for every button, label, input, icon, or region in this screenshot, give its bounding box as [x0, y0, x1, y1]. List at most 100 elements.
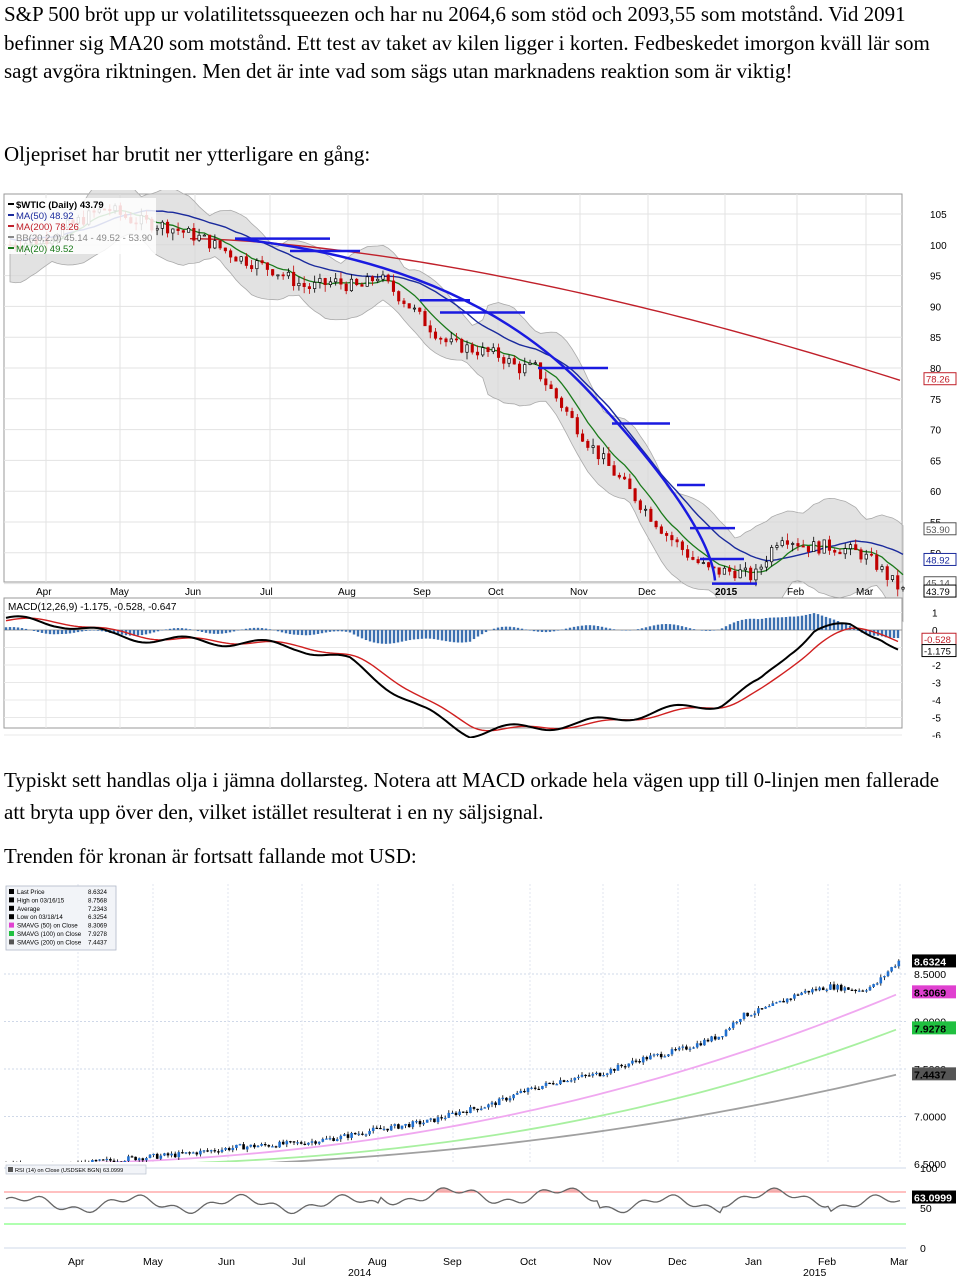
macd-histogram-bar: [593, 625, 595, 630]
oil-candle: [834, 550, 836, 552]
paragraph-sek-intro: Trenden för kronan är fortsatt fallande …: [4, 842, 954, 871]
macd-histogram-bar: [269, 629, 271, 630]
macd-histogram-bar: [289, 630, 291, 634]
sek-candle: [714, 1036, 717, 1039]
sek-legend-label: Average: [17, 906, 40, 913]
oil-month-label: Nov: [570, 587, 588, 598]
sek-candle: [548, 1083, 551, 1084]
sek-candle: [257, 1146, 260, 1147]
rsi-value-tag-label: 63.0999: [914, 1193, 952, 1205]
sek-candle: [476, 1109, 479, 1110]
macd-value-tag-label: -1.175: [924, 647, 951, 658]
sek-legend-label: Low on 03/18/14: [17, 914, 63, 921]
oil-candle: [487, 348, 489, 352]
sek-candle: [725, 1030, 728, 1036]
sek-candle: [811, 989, 814, 992]
sek-candle: [642, 1057, 645, 1062]
macd-histogram-bar: [793, 617, 795, 630]
oil-candle: [518, 364, 520, 373]
sek-candle: [322, 1139, 325, 1142]
macd-histogram-bar: [789, 617, 791, 630]
oil-candle: [203, 235, 205, 236]
macd-histogram-bar: [13, 627, 15, 630]
sek-legend-label: SMAVG (200) on Close: [17, 939, 82, 946]
macd-histogram-bar: [281, 630, 283, 632]
sek-candle: [221, 1150, 224, 1152]
sek-candle: [890, 967, 893, 971]
sek-candle: [167, 1153, 170, 1155]
sek-candle: [307, 1143, 310, 1145]
sek-candle: [588, 1075, 591, 1076]
oil-candle: [776, 546, 778, 548]
sek-candle: [192, 1152, 195, 1153]
sek-candle: [689, 1049, 692, 1050]
macd-histogram-bar: [81, 630, 83, 631]
sek-candle: [376, 1128, 379, 1129]
macd-histogram-bar: [253, 628, 255, 630]
macd-histogram-bar: [825, 617, 827, 630]
sek-candle: [289, 1141, 292, 1142]
macd-histogram-bar: [189, 629, 191, 630]
sek-candle: [602, 1075, 605, 1076]
oil-candle: [534, 363, 536, 364]
sek-candle: [358, 1134, 361, 1135]
oil-candle: [245, 257, 247, 266]
sek-month-label: Oct: [520, 1256, 536, 1268]
sek-candle: [462, 1112, 465, 1113]
oil-candle: [539, 363, 541, 379]
sek-candle: [887, 971, 890, 976]
oil-candle: [324, 278, 326, 284]
sek-candle: [347, 1134, 350, 1138]
macd-histogram-bar: [213, 630, 215, 634]
sek-candle: [710, 1036, 713, 1041]
oil-month-label: May: [110, 587, 129, 598]
sek-candle: [869, 987, 872, 990]
macd-histogram-bar: [205, 630, 207, 633]
macd-histogram-bar: [457, 630, 459, 643]
oil-candle: [513, 359, 515, 364]
sek-candle: [494, 1103, 497, 1106]
oil-candle: [361, 285, 363, 287]
macd-histogram-bar: [429, 630, 431, 639]
sek-candle: [188, 1152, 191, 1153]
macd-histogram-bar: [229, 630, 231, 632]
macd-histogram-bar: [301, 630, 303, 635]
sek-candle: [448, 1113, 451, 1118]
sek-candle: [174, 1154, 177, 1158]
sek-candle: [145, 1158, 148, 1160]
sek-candle: [779, 1001, 782, 1002]
macd-histogram-bar: [481, 630, 483, 634]
macd-histogram-bar: [357, 630, 359, 637]
oil-candle: [634, 489, 636, 501]
macd-histogram-bar: [305, 630, 307, 635]
sek-candle: [455, 1113, 458, 1115]
sek-month-label: Nov: [593, 1256, 612, 1268]
sek-candle: [793, 994, 796, 998]
oil-candle: [734, 571, 736, 578]
macd-histogram-bar: [341, 630, 343, 631]
macd-histogram-bar: [809, 614, 811, 630]
macd-histogram-bar: [465, 630, 467, 642]
macd-histogram-bar: [141, 630, 143, 635]
sek-candle: [440, 1117, 443, 1118]
macd-histogram-bar: [449, 630, 451, 642]
sek-legend-label: High on 03/16/15: [17, 897, 65, 904]
sek-candle: [851, 990, 854, 991]
oil-candle: [450, 339, 452, 342]
macd-histogram-bar: [261, 628, 263, 630]
sek-candle: [163, 1153, 166, 1155]
sek-candle: [268, 1145, 271, 1147]
macd-histogram-bar: [73, 630, 75, 633]
sek-value-tag-label: 8.3069: [914, 987, 946, 999]
oil-candle: [408, 304, 410, 308]
oil-candle: [334, 279, 336, 282]
sek-candle: [458, 1112, 461, 1115]
sek-candle: [102, 1159, 105, 1160]
sek-candle: [836, 985, 839, 990]
oil-candle: [482, 348, 484, 355]
sek-candle: [224, 1148, 227, 1150]
macd-histogram-bar: [797, 616, 799, 630]
sek-candle: [401, 1126, 404, 1129]
sek-candle: [876, 983, 879, 984]
macd-histogram-bar: [753, 619, 755, 630]
